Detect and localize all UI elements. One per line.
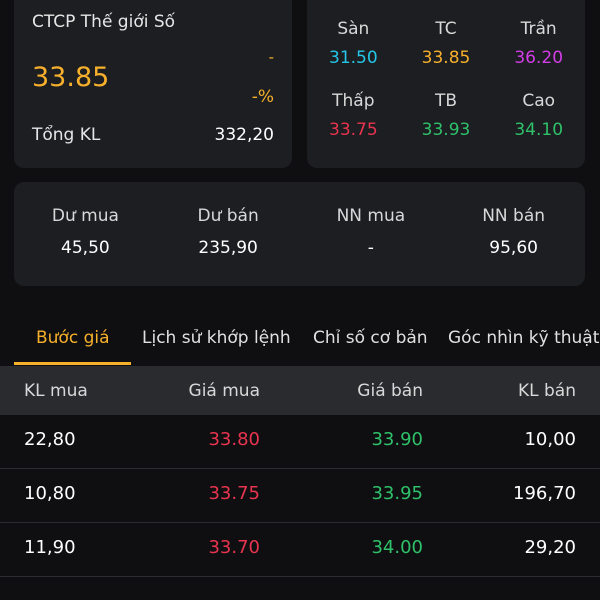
reference-prices-card: Sàn 31.50 TC 33.85 Trần 36.20 Thấp 33.75… bbox=[307, 0, 585, 168]
foreign-buy-label: NN mua bbox=[336, 206, 406, 226]
ceiling-price-label: Trần bbox=[520, 19, 557, 39]
average-price-label: TB bbox=[434, 91, 458, 111]
reference-price-grid: Sàn 31.50 TC 33.85 Trần 36.20 Thấp 33.75… bbox=[307, 14, 585, 158]
table-row[interactable]: 11,90 33.70 34.00 29,20 bbox=[0, 523, 600, 577]
bid-price: 33.75 bbox=[208, 483, 260, 504]
table-row[interactable]: 22,80 33.80 33.90 10,00 bbox=[0, 415, 600, 469]
price-change: - bbox=[268, 48, 274, 66]
sell-surplus: Dư bán 235,90 bbox=[157, 206, 300, 258]
bid-price: 33.70 bbox=[208, 537, 260, 558]
low-price-value: 33.75 bbox=[329, 120, 378, 140]
total-volume-value: 332,20 bbox=[214, 125, 274, 145]
header-ask-volume: KL bán bbox=[517, 381, 576, 401]
reference-price-value: 33.85 bbox=[421, 48, 471, 68]
sell-surplus-label: Dư bán bbox=[197, 206, 259, 226]
high-price: Cao 34.10 bbox=[492, 86, 585, 158]
average-price: TB 33.93 bbox=[400, 86, 493, 158]
ask-price: 34.00 bbox=[371, 537, 423, 558]
ask-price: 33.95 bbox=[371, 483, 423, 504]
active-tab-indicator bbox=[14, 362, 131, 365]
floor-price-value: 31.50 bbox=[329, 48, 378, 68]
high-price-value: 34.10 bbox=[514, 120, 564, 140]
buy-surplus: Dư mua 45,50 bbox=[14, 206, 157, 258]
tab-technical-view[interactable]: Góc nhìn kỹ thuật bbox=[448, 328, 600, 348]
header-ask-price: Giá bán bbox=[357, 381, 423, 401]
foreign-sell-label: NN bán bbox=[482, 206, 546, 226]
ceiling-price: Trần 36.20 bbox=[492, 14, 585, 86]
detail-tabs: Bước giá Lịch sử khớp lệnh Chỉ số cơ bản… bbox=[0, 318, 600, 367]
foreign-buy: NN mua - bbox=[300, 206, 443, 258]
header-bid-price: Giá mua bbox=[188, 381, 260, 401]
total-volume-label: Tổng KL bbox=[32, 125, 101, 145]
low-price-label: Thấp bbox=[332, 91, 375, 111]
average-price-value: 33.93 bbox=[421, 120, 471, 140]
order-book-header: KL mua Giá mua Giá bán KL bán bbox=[0, 367, 600, 415]
ask-volume: 196,70 bbox=[513, 483, 576, 504]
table-row[interactable]: 10,80 33.75 33.95 196,70 bbox=[0, 469, 600, 523]
tab-price-steps[interactable]: Bước giá bbox=[36, 328, 110, 348]
foreign-sell: NN bán 95,60 bbox=[442, 206, 585, 258]
bid-volume: 10,80 bbox=[24, 483, 76, 504]
buy-surplus-label: Dư mua bbox=[51, 206, 119, 226]
price-grid-row: Sàn 31.50 TC 33.85 Trần 36.20 bbox=[307, 14, 585, 86]
buy-surplus-value: 45,50 bbox=[61, 238, 110, 258]
price-change-percent: -% bbox=[251, 87, 274, 107]
floor-price-label: Sàn bbox=[337, 19, 370, 39]
tab-fundamentals[interactable]: Chỉ số cơ bản bbox=[313, 328, 428, 348]
high-price-label: Cao bbox=[522, 91, 556, 111]
foreign-sell-value: 95,60 bbox=[489, 238, 538, 258]
price-grid-row: Thấp 33.75 TB 33.93 Cao 34.10 bbox=[307, 86, 585, 158]
stock-summary-card: CTCP Thế giới Số 33.85 - -% Tổng KL 332,… bbox=[14, 0, 292, 168]
ceiling-price-value: 36.20 bbox=[514, 48, 564, 68]
floor-price: Sàn 31.50 bbox=[307, 14, 400, 86]
tab-match-history[interactable]: Lịch sử khớp lệnh bbox=[142, 328, 291, 348]
low-price: Thấp 33.75 bbox=[307, 86, 400, 158]
reference-price-label: TC bbox=[435, 19, 457, 39]
foreign-buy-value: - bbox=[367, 238, 374, 258]
order-flow-row: Dư mua 45,50 Dư bán 235,90 NN mua - NN b… bbox=[14, 206, 585, 258]
sell-surplus-value: 235,90 bbox=[198, 238, 258, 258]
stock-name: CTCP Thế giới Số bbox=[32, 12, 176, 32]
bid-volume: 22,80 bbox=[24, 429, 76, 450]
ask-volume: 29,20 bbox=[524, 537, 576, 558]
header-bid-volume: KL mua bbox=[24, 381, 88, 401]
current-price: 33.85 bbox=[32, 62, 110, 93]
reference-price: TC 33.85 bbox=[400, 14, 493, 86]
ask-price: 33.90 bbox=[371, 429, 423, 450]
bid-volume: 11,90 bbox=[24, 537, 76, 558]
ask-volume: 10,00 bbox=[524, 429, 576, 450]
bid-price: 33.80 bbox=[208, 429, 260, 450]
order-flow-card: Dư mua 45,50 Dư bán 235,90 NN mua - NN b… bbox=[14, 182, 585, 286]
